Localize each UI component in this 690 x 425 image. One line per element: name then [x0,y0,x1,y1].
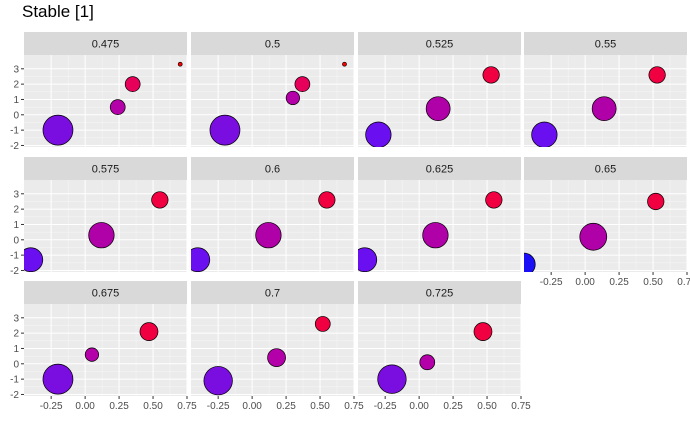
scatter-point [255,222,282,249]
facet-label: 0.6 [265,164,280,176]
x-tick-label: 0.75 [177,401,197,412]
y-tick-label: -2 [10,390,19,401]
facet-label: 0.725 [426,288,454,300]
y-tick-label: 3 [13,64,19,75]
scatter-point [485,191,503,209]
x-tick-label: -0.25 [540,277,563,288]
x-tick-label: 0.25 [109,401,129,412]
y-tick-label: 1 [13,220,19,231]
scatter-point [124,76,141,92]
y-tick-label: -1 [10,126,19,137]
scatter-point [42,114,74,146]
x-tick-label: 0.00 [75,401,95,412]
y-tick-label: 0 [13,359,19,370]
y-tick-label: 0 [13,235,19,246]
facet-strip [24,32,187,55]
y-tick-label: 2 [13,205,19,216]
facet-label: 0.525 [426,39,454,51]
y-tick-label: 2 [13,329,19,340]
scatter-point [88,222,115,249]
x-tick-label: 0.25 [276,401,296,412]
y-tick-label: -2 [10,266,19,277]
scatter-point [203,366,233,396]
y-tick-label: -1 [10,375,19,386]
scatter-point [109,99,126,115]
scatter-point [314,316,331,332]
scatter-point [422,222,449,249]
chart-title: Stable [1] [22,2,94,21]
scatter-point [365,121,392,147]
facet-strip [358,157,521,180]
facet-label: 0.7 [265,288,280,300]
x-tick-label: 0.00 [409,401,429,412]
scatter-point [591,96,617,122]
y-tick-label: 2 [13,80,19,91]
scatter-point [473,322,493,341]
scatter-point [531,121,558,147]
facet-label: 0.55 [595,39,616,51]
scatter-point [151,191,169,209]
x-tick-label: 0.25 [609,277,629,288]
scatter-point [24,247,44,272]
scatter-point [139,322,159,341]
x-tick-label: 0.50 [310,401,330,412]
facet-strip [191,157,354,180]
x-tick-label: 0.75 [677,277,690,288]
facet-strip [358,32,521,55]
facet-label: 0.675 [92,288,120,300]
facet-strip [358,281,521,304]
x-tick-label: -0.25 [207,401,230,412]
x-tick-label: 0.50 [477,401,497,412]
x-tick-label: 0.00 [242,401,262,412]
x-tick-label: 0.50 [143,401,163,412]
scatter-point [191,247,211,272]
facet-label: 0.625 [426,164,454,176]
scatter-point [267,348,286,368]
x-tick-label: -0.25 [374,401,397,412]
facet-strip [24,157,187,180]
facet-label: 0.5 [265,39,280,51]
x-tick-label: 0.25 [443,401,463,412]
x-tick-label: 0.75 [511,401,531,412]
facet-strip [191,32,354,55]
scatter-point [648,66,666,84]
facet-strip [524,32,687,55]
scatter-point [482,66,500,84]
scatter-point [177,61,183,67]
scatter-point [285,90,300,106]
scatter-point [294,76,311,92]
y-tick-label: 3 [13,189,19,200]
scatter-point [377,364,407,394]
scatter-point [342,61,347,67]
x-tick-label: 0.75 [344,401,364,412]
scatter-point [425,96,451,122]
y-tick-label: 0 [13,110,19,121]
y-tick-label: -2 [10,141,19,152]
scatter-point [318,191,336,209]
x-tick-label: 0.50 [643,277,663,288]
scatter-point [209,114,241,146]
scatter-point [42,363,74,395]
x-tick-label: -0.25 [40,401,63,412]
scatter-point [84,347,100,362]
facet-label: 0.65 [595,164,616,176]
facet-strip [24,281,187,304]
y-tick-label: 3 [13,313,19,324]
facet-strip [524,157,687,180]
scatter-point [524,252,536,272]
facet-label: 0.575 [92,164,120,176]
y-tick-label: -1 [10,251,19,262]
scatter-point [579,222,608,251]
scatter-point [419,354,436,371]
scatter-point [647,192,665,211]
y-tick-label: 1 [13,95,19,106]
y-tick-label: 1 [13,344,19,355]
facet-strip [191,281,354,304]
facet-label: 0.475 [92,39,120,51]
scatter-point [358,247,378,272]
x-tick-label: 0.00 [575,277,595,288]
